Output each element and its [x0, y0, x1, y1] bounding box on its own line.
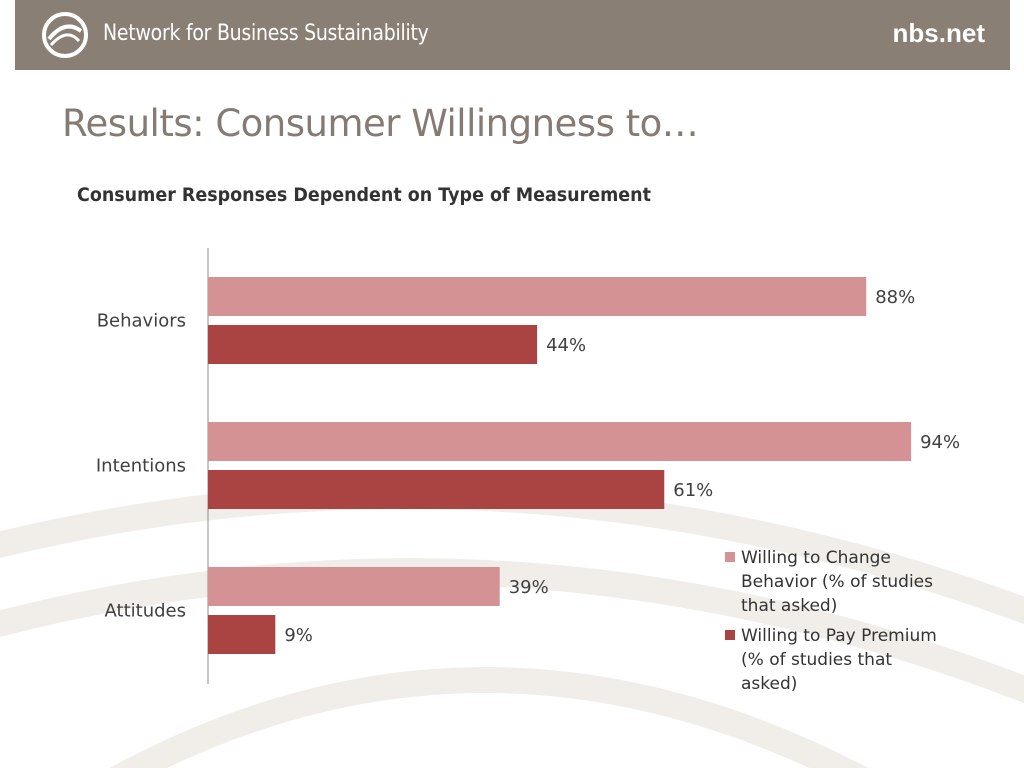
bar-attitudes-series-1	[208, 615, 276, 654]
legend-item-change-behavior: Willing to Change Behavior (% of studies…	[725, 546, 965, 618]
category-label-intentions: Intentions	[96, 456, 186, 477]
data-label-attitudes-series-0: 39%	[509, 577, 549, 598]
data-label-intentions-series-0: 94%	[920, 432, 960, 453]
bar-behaviors-series-1	[208, 325, 538, 364]
legend-swatch-pay-premium	[725, 630, 735, 640]
bar-intentions-series-1	[208, 470, 665, 509]
legend-swatch-change-behavior	[725, 552, 735, 562]
bar-intentions-series-0	[208, 422, 912, 461]
bar-behaviors-series-0	[208, 277, 867, 316]
legend-item-pay-premium: Willing to Pay Premium (% of studies tha…	[725, 624, 965, 696]
bar-attitudes-series-0	[208, 567, 500, 606]
org-name: Network for Business Sustainability	[103, 21, 429, 46]
category-label-attitudes: Attitudes	[105, 601, 186, 622]
legend-label-change-behavior: Willing to Change Behavior (% of studies…	[741, 548, 933, 616]
slide-title: Results: Consumer Willingness to…	[62, 102, 699, 145]
legend-label-pay-premium: Willing to Pay Premium (% of studies tha…	[741, 626, 937, 694]
data-label-behaviors-series-0: 88%	[875, 287, 915, 308]
swirl-circle-logo-icon	[42, 12, 88, 58]
category-label-behaviors: Behaviors	[97, 311, 186, 332]
data-label-intentions-series-1: 61%	[673, 480, 713, 501]
chart-title: Consumer Responses Dependent on Type of …	[77, 184, 651, 206]
chart-legend: Willing to Change Behavior (% of studies…	[725, 546, 965, 702]
header-bar: Network for Business Sustainability nbs.…	[15, 0, 1010, 70]
data-label-attitudes-series-1: 9%	[284, 625, 313, 646]
data-label-behaviors-series-1: 44%	[546, 335, 586, 356]
site-url: nbs.net	[892, 18, 985, 48]
